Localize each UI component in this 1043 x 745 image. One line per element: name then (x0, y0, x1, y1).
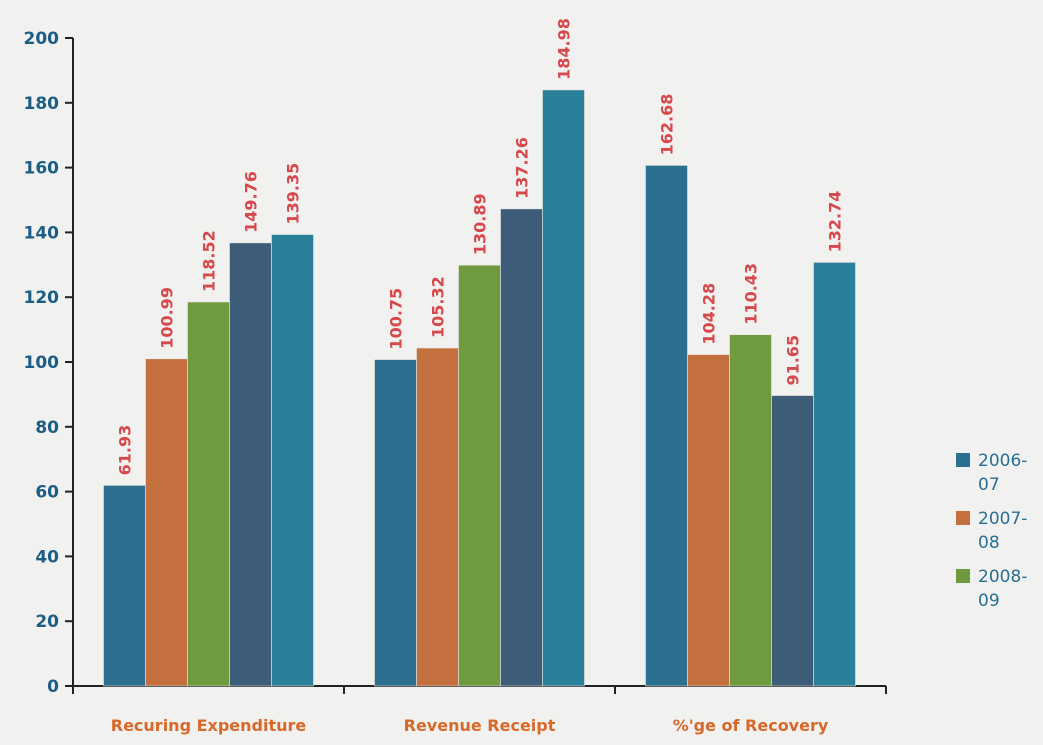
data-label: 162.68 (658, 94, 677, 156)
data-label: 100.99 (158, 287, 177, 349)
bar (416, 347, 459, 687)
legend-swatch (956, 453, 970, 467)
bar (729, 334, 772, 687)
bar (271, 234, 314, 687)
bar (542, 89, 585, 687)
data-label: 184.98 (555, 18, 574, 80)
data-label: 139.35 (284, 163, 303, 225)
x-tick-label: %'ge of Recovery (673, 716, 829, 735)
legend-swatch (956, 511, 970, 525)
bar (645, 165, 688, 687)
bars (103, 89, 856, 687)
y-tick-label: 60 (35, 483, 59, 503)
data-label: 149.76 (242, 171, 261, 233)
data-label: 118.52 (200, 230, 219, 292)
bar (374, 359, 417, 687)
y-tick-label: 180 (24, 94, 60, 114)
bar (458, 264, 501, 687)
x-tick-label: Recuring Expenditure (111, 716, 307, 735)
legend-label: 2007-08 (978, 509, 1027, 553)
bar (771, 395, 814, 687)
data-label: 110.43 (742, 263, 761, 325)
legend-swatch (956, 569, 970, 583)
legend: 2006-07 2007-08 2008-09 (956, 451, 1027, 611)
data-label: 132.74 (826, 191, 845, 253)
data-label: 91.65 (784, 335, 803, 386)
y-tick-label: 200 (24, 29, 60, 49)
y-tick-label: 100 (24, 353, 60, 373)
data-label: 61.93 (116, 425, 135, 476)
data-label: 104.28 (700, 283, 719, 345)
data-label: 137.26 (513, 137, 532, 199)
data-label: 105.32 (429, 276, 448, 338)
y-tick-label: 160 (24, 159, 60, 179)
bar (229, 242, 272, 687)
bar (103, 485, 146, 687)
bar (187, 301, 230, 687)
y-tick-label: 80 (35, 418, 59, 438)
data-label: 130.89 (471, 193, 490, 255)
y-tick-label: 40 (35, 547, 59, 567)
legend-label: 2006-07 (978, 451, 1027, 495)
y-tick-label: 0 (47, 677, 59, 697)
bar (145, 358, 188, 687)
legend-label: 2008-09 (978, 567, 1027, 611)
data-label: 100.75 (387, 288, 406, 350)
y-tick-label: 120 (24, 288, 60, 308)
bar (813, 262, 856, 687)
y-tick-label: 20 (35, 612, 59, 632)
y-tick-label: 140 (24, 223, 60, 243)
bar (500, 208, 543, 687)
x-tick-label: Revenue Receipt (404, 716, 556, 735)
bar (687, 354, 730, 687)
axes: 0 20 40 60 80 100 120 140 160 180 200 Recuring Expe… (24, 29, 887, 735)
data-labels: 61.93 100.75 162.68 100.99 105.32 104.28 118.5… (116, 18, 845, 475)
